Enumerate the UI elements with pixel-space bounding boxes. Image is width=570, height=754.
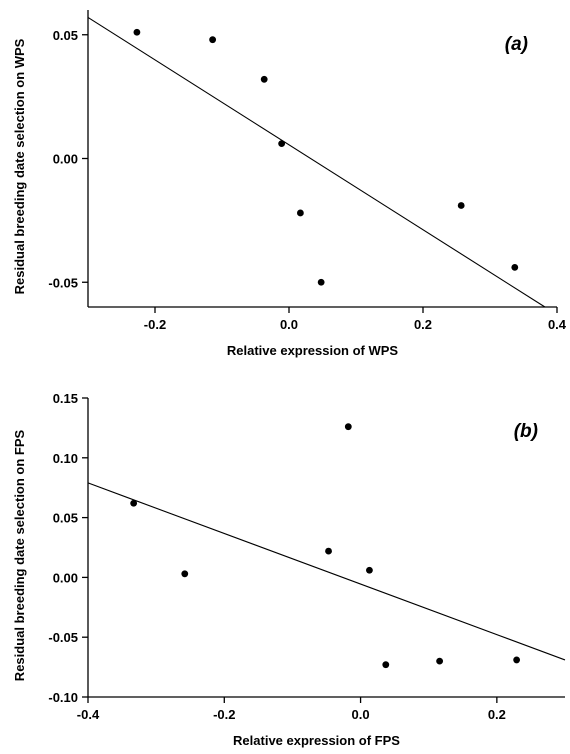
x-tick-label: 0.0 xyxy=(352,707,370,722)
y-tick-label: 0.15 xyxy=(53,391,78,406)
x-tick-label: 0.4 xyxy=(548,317,567,332)
x-axis-label: Relative expression of WPS xyxy=(227,343,399,358)
y-axis-label: Residual breeding date selection on WPS xyxy=(12,38,27,294)
y-tick-label: -0.05 xyxy=(48,275,78,290)
data-point xyxy=(513,656,521,664)
data-point xyxy=(457,202,465,209)
data-point xyxy=(209,36,217,44)
data-point xyxy=(382,661,390,669)
panel-label: (a) xyxy=(505,34,528,55)
x-tick-label: -0.4 xyxy=(77,707,100,722)
data-point xyxy=(296,209,304,217)
x-tick-label: 0.0 xyxy=(280,317,298,332)
data-point xyxy=(344,423,352,431)
data-point xyxy=(317,278,325,286)
data-point xyxy=(366,566,373,574)
x-tick-label: -0.2 xyxy=(213,707,235,722)
x-tick-label: 0.2 xyxy=(488,707,506,722)
data-point xyxy=(133,28,141,36)
y-tick-label: 0.05 xyxy=(53,511,78,526)
x-tick-label: -0.2 xyxy=(144,317,166,332)
y-axis-label: Residual breeding date selection on FPS xyxy=(12,429,27,681)
y-tick-label: 0.00 xyxy=(53,152,78,167)
data-point xyxy=(436,657,444,665)
data-point xyxy=(181,570,189,578)
chart-panel-1: -0.2 0.0 0.2 0.4 -0.05 0.00 0.05 Relative expre… xyxy=(12,10,567,358)
data-point xyxy=(278,140,286,148)
regression-line xyxy=(87,482,566,661)
y-tick-label: -0.10 xyxy=(48,690,78,705)
data-point xyxy=(511,264,519,271)
y-tick-label: -0.05 xyxy=(48,630,78,645)
chart-panel-2: -0.4 -0.2 0.0 0.2 -0.10 -0.05 0.00 0.05 0.10 0.15… xyxy=(12,391,566,748)
regression-line xyxy=(87,16,546,308)
y-tick-label: 0.00 xyxy=(53,570,78,585)
y-tick-label: 0.05 xyxy=(53,28,78,43)
x-axis-label: Relative expression of FPS xyxy=(233,733,400,748)
y-tick-label: 0.10 xyxy=(53,451,78,466)
x-tick-label: 0.2 xyxy=(414,317,432,332)
data-point xyxy=(130,499,138,507)
data-point xyxy=(260,75,268,83)
data-point xyxy=(325,547,332,555)
panel-label: (b) xyxy=(514,421,538,442)
